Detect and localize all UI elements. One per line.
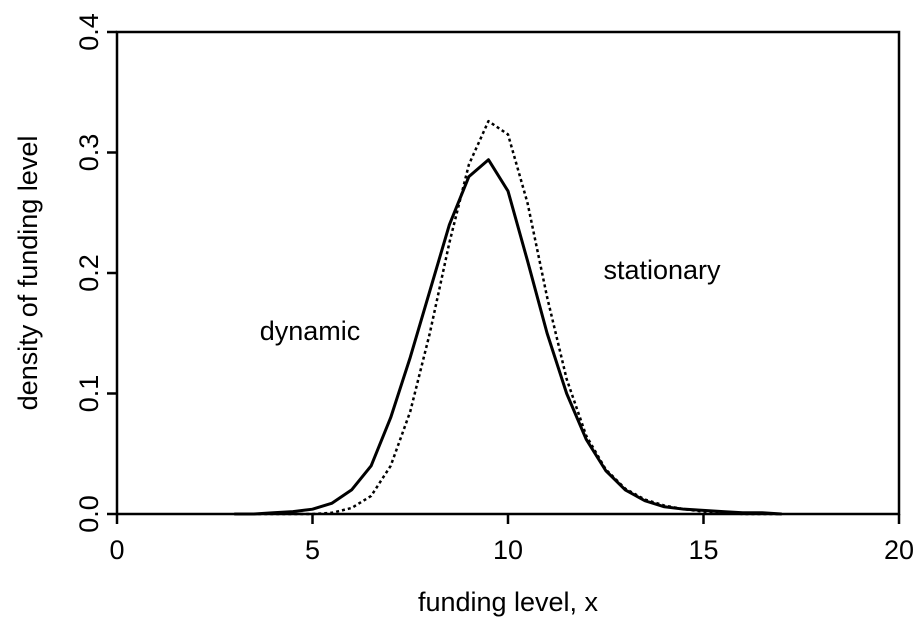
y-tick-label: 0.1 [74,375,104,413]
series-label: stationary [603,255,721,285]
y-axis-label: density of funding level [13,136,43,411]
y-tick-label: 0.3 [74,134,104,172]
x-tick-label: 0 [109,535,124,565]
x-tick-label: 20 [884,535,914,565]
y-tick-label: 0.4 [74,13,104,51]
plot-frame [115,30,901,516]
x-tick-label: 5 [305,535,320,565]
x-axis-label: funding level, x [418,587,599,617]
series-label: dynamic [260,316,361,346]
y-tick-label: 0.0 [74,495,104,533]
series-line [234,119,782,516]
series-line [234,158,782,516]
y-tick-label: 0.2 [74,254,104,292]
x-tick-label: 15 [688,535,718,565]
x-tick-label: 10 [493,535,523,565]
